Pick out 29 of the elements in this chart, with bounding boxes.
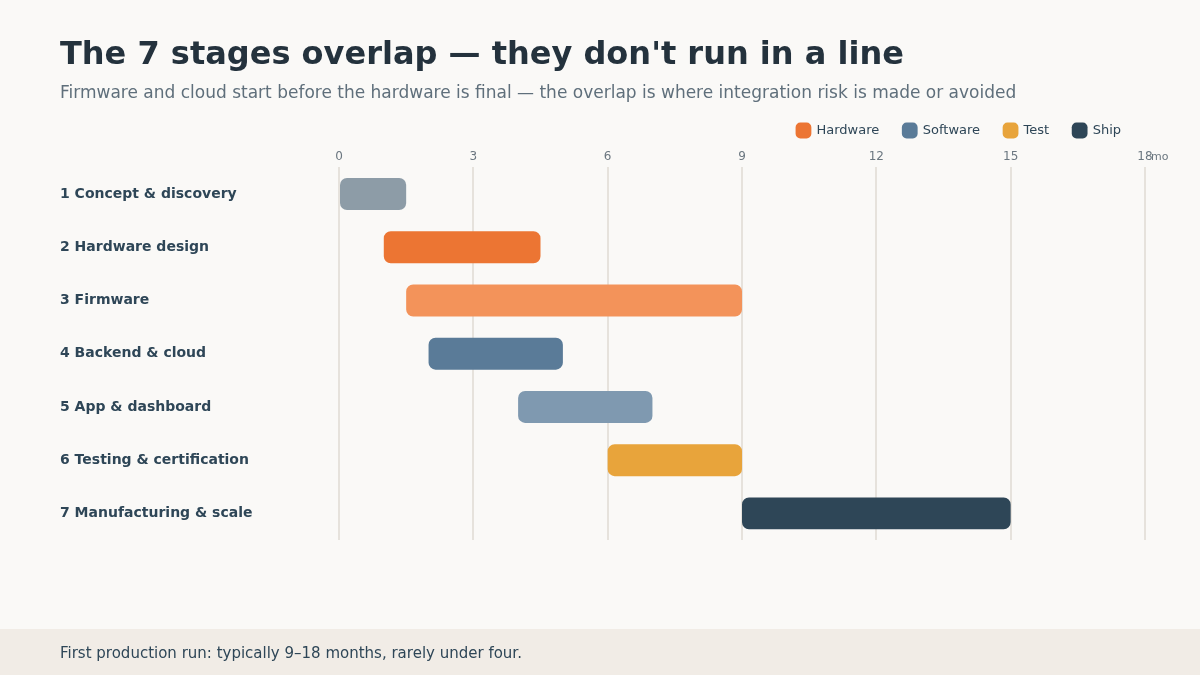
bar <box>406 284 742 317</box>
bar <box>383 231 541 264</box>
bar <box>428 337 563 370</box>
y-tick-label: 1 Concept & discovery <box>60 184 237 201</box>
x-tick-label: 6 <box>603 149 612 164</box>
chart-subtitle: Firmware and cloud start before the hardware is final — the overlap is where integration risk is made or avoided <box>60 82 1017 102</box>
y-tick-label: 4 Backend & cloud <box>60 344 207 361</box>
bar <box>742 497 1011 530</box>
y-tick-label: 2 Hardware design <box>60 237 209 254</box>
x-tick-label: 3 <box>469 149 478 164</box>
legend-label: Software <box>922 121 981 137</box>
bar <box>607 444 742 477</box>
y-tick-label: 6 Testing & certification <box>60 450 249 467</box>
x-tick-label: 12 <box>868 149 884 164</box>
x-axis-title: mo <box>1151 150 1169 164</box>
legend-label: Test <box>1022 121 1050 137</box>
legend-label: Hardware <box>816 121 880 137</box>
x-tick-label: 0 <box>335 149 343 164</box>
bar <box>518 390 653 423</box>
x-tick-label: 9 <box>738 149 746 164</box>
y-tick-label: 3 Firmware <box>60 291 150 308</box>
legend-label: Ship <box>1092 121 1121 137</box>
chart-title: The 7 stages overlap — they don't run in a line <box>60 34 904 72</box>
bar <box>340 178 407 210</box>
text: First production run: typically 9–18 months, rarely under four. <box>60 644 522 662</box>
y-tick-label: 7 Manufacturing & scale <box>60 504 253 521</box>
x-tick-label: 15 <box>1003 149 1019 164</box>
x-tick-label: 18 <box>1137 149 1153 164</box>
y-tick-label: 5 App & dashboard <box>60 397 212 414</box>
